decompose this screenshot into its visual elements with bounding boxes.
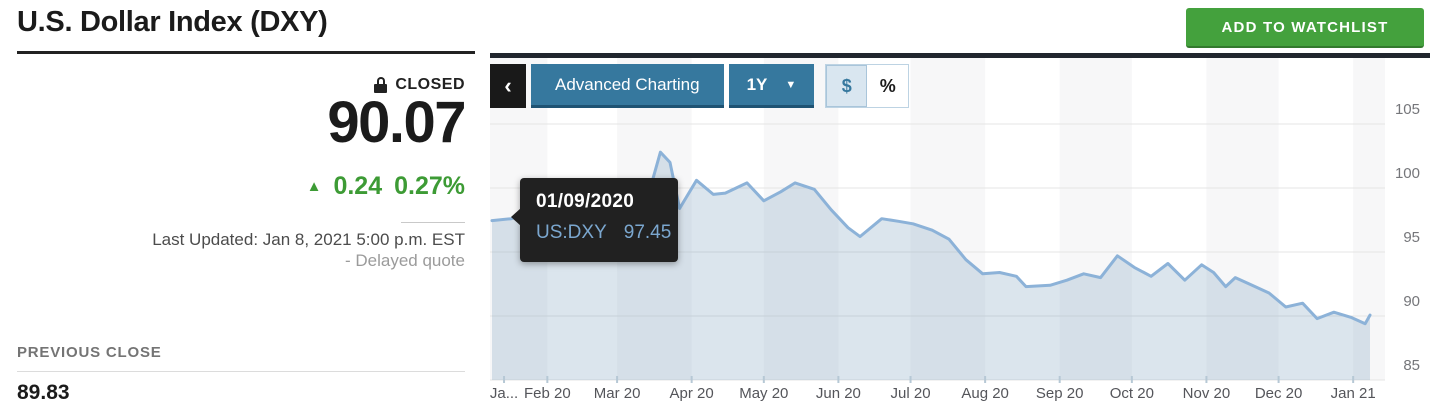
y-axis-label: 105 (1395, 101, 1420, 118)
x-axis-label: Nov 20 (1183, 385, 1231, 402)
back-button[interactable]: ‹ (490, 64, 526, 108)
tooltip-pointer-icon (511, 208, 521, 226)
quote-panel: CLOSED 90.07 ▲ 0.24 0.27% Last Updated: … (17, 0, 466, 408)
last-updated: Last Updated: Jan 8, 2021 5:00 p.m. EST (152, 230, 465, 249)
dollar-toggle[interactable]: $ (826, 65, 868, 107)
x-axis-label: Oct 20 (1110, 385, 1154, 402)
market-status-label: CLOSED (395, 76, 465, 93)
previous-close-value: 89.83 (17, 381, 70, 404)
x-axis-label: Apr 20 (670, 385, 714, 402)
title-underline (17, 51, 475, 54)
add-to-watchlist-button[interactable]: ADD TO WATCHLIST (1186, 8, 1424, 48)
previous-close-divider (17, 371, 465, 372)
unit-toggle: $ % (825, 64, 910, 108)
page-title: U.S. Dollar Index (DXY) (17, 6, 328, 38)
range-selector[interactable]: 1Y ▼ (728, 64, 815, 108)
change-divider (401, 222, 465, 223)
x-axis-label: Aug 20 (961, 385, 1009, 402)
advanced-charting-button[interactable]: Advanced Charting (531, 64, 724, 108)
month-stripe (763, 58, 839, 380)
x-axis-label: May 20 (739, 385, 788, 402)
tooltip-value: 97.45 (623, 222, 672, 243)
month-stripe (910, 58, 986, 380)
range-label: 1Y (746, 74, 768, 94)
price-area (492, 152, 1370, 380)
chart-toolbar: ‹ Advanced Charting 1Y ▼ $ % (490, 64, 910, 108)
price-change-row: ▲ 0.24 0.27% (307, 172, 465, 201)
y-axis-label: 95 (1403, 229, 1420, 246)
x-axis-label: Mar 20 (594, 385, 641, 402)
tooltip-symbol: US:DXY (536, 222, 607, 243)
market-status: CLOSED (374, 76, 465, 94)
x-axis-label: Jun 20 (816, 385, 861, 402)
y-axis-label: 90 (1403, 293, 1420, 310)
x-axis-label: Jul 20 (891, 385, 931, 402)
month-stripe (1059, 58, 1132, 380)
previous-close-label: PREVIOUS CLOSE (17, 344, 162, 361)
x-axis-label: Feb 20 (524, 385, 571, 402)
chart-tooltip: 01/09/2020 US:DXY 97.45 (511, 178, 678, 262)
month-stripe (1353, 58, 1385, 380)
y-axis-label: 100 (1395, 165, 1420, 182)
price-change: 0.24 (333, 172, 383, 200)
tooltip-quote-row: US:DXY 97.45 (536, 222, 671, 244)
current-price: 90.07 (327, 90, 466, 155)
x-axis-label: Jan 21 (1331, 385, 1376, 402)
percent-toggle[interactable]: % (867, 65, 909, 107)
chevron-left-icon: ‹ (504, 73, 512, 98)
price-change-percent: 0.27% (394, 172, 465, 200)
chart-top-border (490, 53, 1430, 58)
x-axis-label: Sep 20 (1036, 385, 1084, 402)
delayed-quote-note: - Delayed quote (344, 251, 465, 270)
y-axis-label: 85 (1403, 357, 1420, 374)
dropdown-arrow-icon: ▼ (785, 78, 797, 91)
x-axis-label: Dec 20 (1255, 385, 1303, 402)
up-arrow-icon: ▲ (306, 178, 322, 195)
lock-icon (374, 77, 388, 93)
x-axis-label: Ja... (490, 385, 518, 402)
month-stripe (1206, 58, 1279, 380)
tooltip-date: 01/09/2020 (536, 191, 635, 212)
